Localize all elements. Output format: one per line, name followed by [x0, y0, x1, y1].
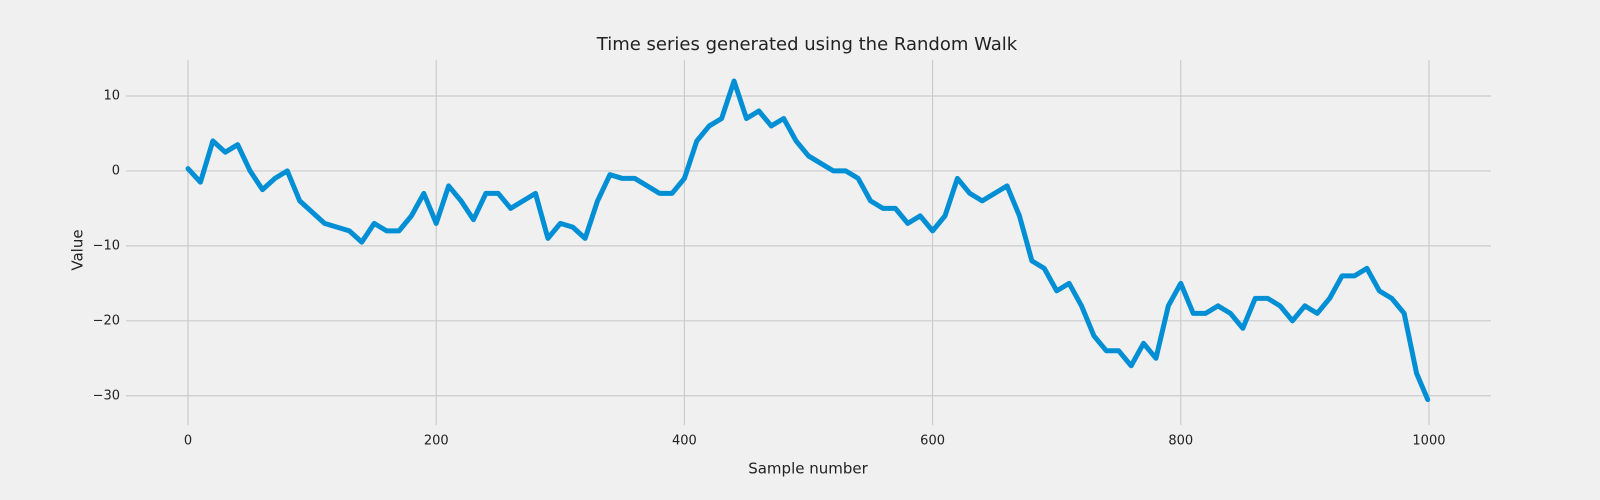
y-tick-label: −10 [93, 238, 120, 253]
y-tick-label: 10 [103, 88, 120, 103]
x-tick-label: 0 [184, 434, 192, 449]
y-tick-label: 0 [112, 163, 120, 178]
x-axis-label: Sample number [748, 460, 868, 478]
y-axis-label: Value [69, 229, 87, 270]
y-tick-label: −20 [93, 313, 120, 328]
x-tick-label: 600 [920, 434, 945, 449]
data-line [185, 78, 1431, 403]
x-tick-label: 200 [424, 434, 449, 449]
x-tick-label: 1000 [1412, 434, 1445, 449]
y-tick-label: −30 [93, 388, 120, 403]
x-tick-label: 800 [1168, 434, 1193, 449]
x-tick-label: 400 [672, 434, 697, 449]
chart-title: Time series generated using the Random W… [596, 34, 1018, 55]
